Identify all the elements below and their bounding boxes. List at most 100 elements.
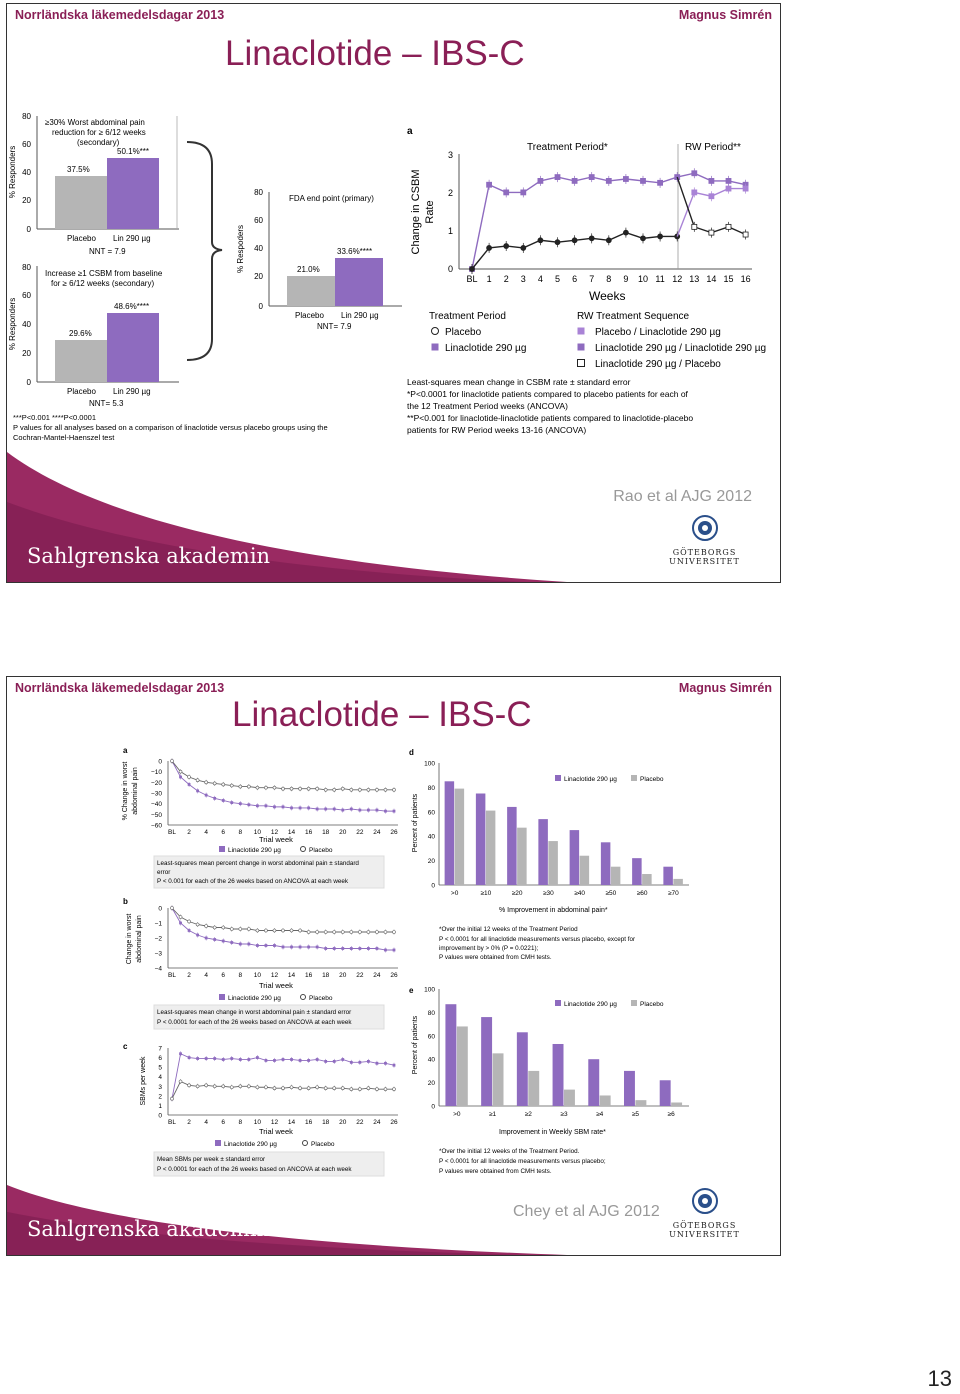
data-point [323,787,328,792]
conference-label: Norrländska läkemedelsdagar 2013 [15,681,225,695]
data-point [264,928,268,933]
data-point [247,942,251,946]
data-point [742,231,749,238]
x-tick-label: 14 [288,829,296,836]
x-tick-label: 14 [288,1119,296,1126]
x-tick-label: 18 [322,1119,330,1126]
axis-label: % Responders [8,146,17,198]
bar-value-label: 21.0% [297,265,320,274]
y-tick-label: −20 [151,780,162,787]
data-point [392,948,396,952]
x-tick-label: ≥20 [512,890,523,897]
data-point [204,936,208,940]
data-point [366,947,370,950]
data-point [170,1096,174,1101]
legend-marker [577,359,585,367]
y-tick-label: 7 [158,1046,162,1053]
bracket [186,141,223,361]
bar [444,781,455,885]
legend-entry: Placebo [445,327,482,338]
rw-period-label: RW Period** [685,142,741,153]
bar-linaclotide [335,258,383,306]
data-point [204,1057,208,1060]
note-box [153,1151,385,1177]
x-tick-label: BL [168,1119,176,1126]
x-tick-label: 6 [572,274,577,284]
data-point [640,178,646,184]
data-point [375,808,379,812]
x-tick-label: 22 [356,829,364,836]
data-point [691,170,698,177]
box-text: FDA end point (primary) [289,194,374,203]
data-point [204,1083,208,1088]
y-tick-label: 2 [158,1093,162,1100]
x-tick-label: 16 [305,829,313,836]
pain-improvement-bar-chart: d 100 80 60 40 20 0 >0 ≥10 ≥20 ≥30 ≥40 ≥50 ≥60 ≥70 Pe… [409,748,689,961]
data-point [315,786,319,791]
data-point [571,237,578,244]
footnote: Least-squares mean change in CSBM rate ±… [407,377,631,387]
bar-linaclotide [107,313,159,382]
data-point [298,945,302,949]
data-point [623,229,629,236]
panel-letter: d [409,748,414,757]
data-point [306,930,311,934]
x-tick-label: 6 [221,972,225,979]
bar-value-label: 50.1%*** [117,147,149,156]
y-tick-label: −4 [155,966,163,973]
legend-entry: Placebo [309,995,333,1002]
bar-placebo [287,276,335,306]
x-tick-label: 16 [305,972,313,979]
data-point [384,948,387,952]
data-point [332,930,337,934]
bar [516,1032,528,1106]
y-tick-label: 80 [428,785,436,792]
data-point [212,1084,217,1089]
nnt-label: NNT = 7.9 [89,247,126,256]
axis-label: abdominal pain [132,767,139,815]
bar [454,788,465,885]
data-point [247,1058,251,1061]
legend-entry: Linaclotide 290 µg [228,847,281,854]
data-point [537,178,544,184]
slide-1: Norrländska läkemedelsdagar 2013 Magnus … [6,3,781,583]
bar-category-label: Lin 290 µg [113,387,151,396]
axis-label: Percent of patients [412,1015,419,1074]
bar [517,827,527,885]
tick-label: 80 [254,188,263,197]
y-tick-label: −30 [151,791,162,798]
y-tick-label: −60 [151,823,162,830]
note: P values were obtained from CMH tests. [439,1168,552,1175]
panel-letter: a [123,746,128,755]
bar [635,1100,647,1106]
note: P < 0.0001 for each of the 26 weeks base… [157,1019,352,1026]
data-point [392,787,396,792]
x-tick-label: 1 [487,274,492,284]
pain-change-chart: b 0−1−2−3−4BL 2 4 6 8 10 12 14 16 18 20 22 24 26 Chan… [123,897,398,1030]
note: P < 0.0001 for all linaclotide measureme… [439,936,635,943]
data-point [392,1087,396,1091]
data-point [272,928,277,933]
data-point [384,809,387,813]
university-name: GÖTEBORGS UNIVERSITET [669,1221,740,1239]
data-point [486,245,493,251]
data-point [170,906,174,910]
data-point [221,799,225,802]
legend-entry: Linaclotide 290 µg / Placebo [595,359,721,370]
x-tick-label: ≥50 [605,890,616,897]
x-tick-label: ≥2 [525,1111,533,1118]
axis-label: Change in worst [126,914,133,965]
x-tick-label: 10 [254,829,262,836]
bar [579,855,590,885]
data-point [366,808,370,812]
responder-chart-fda: 80 60 40 20 0 % Respoders FDA end point … [236,188,402,331]
x-tick-label: 5 [555,274,560,284]
bar-category-label: Placebo [67,387,96,396]
data-point [272,785,277,790]
y-tick-label: 20 [428,858,436,865]
legend-entry: Linaclotide 290 µg [445,343,526,354]
x-tick-label: BL [168,972,176,979]
data-point [264,1085,268,1090]
x-tick-label: 14 [288,972,296,979]
